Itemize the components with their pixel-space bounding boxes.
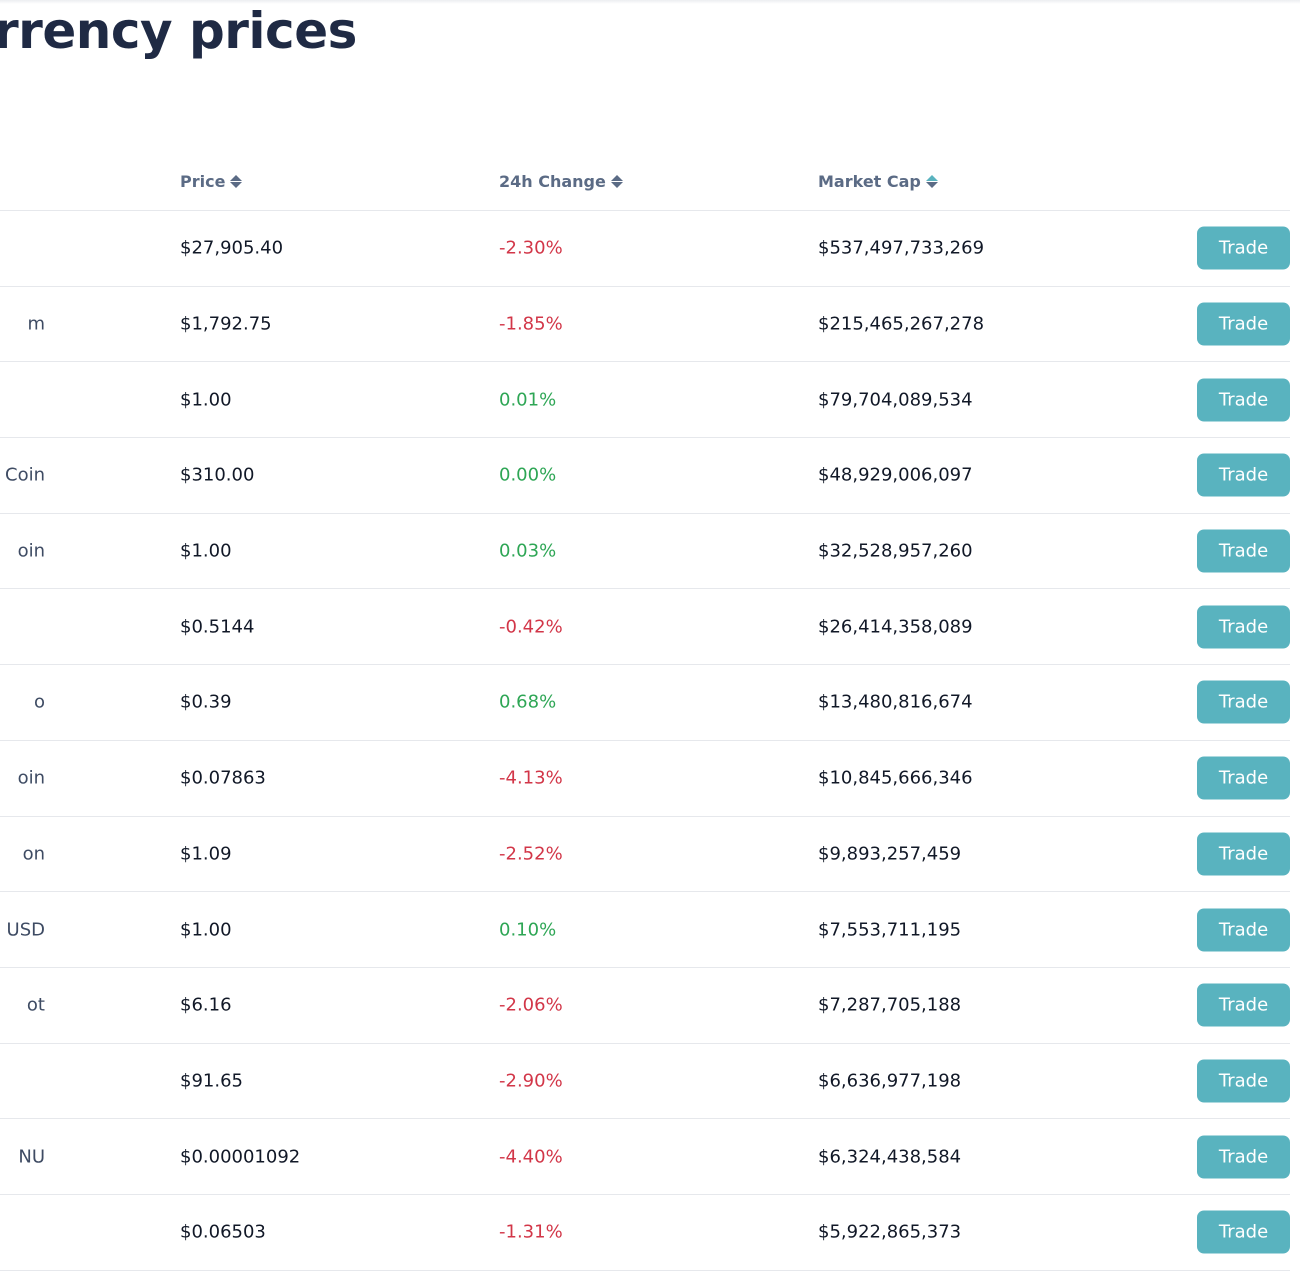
market-cap-cell: $6,636,977,198 xyxy=(818,1070,962,1092)
trade-button[interactable]: Trade xyxy=(1197,453,1290,497)
trade-button[interactable]: Trade xyxy=(1197,605,1290,649)
trade-button[interactable]: Trade xyxy=(1197,832,1290,876)
market-cap-cell: $13,480,816,674 xyxy=(818,691,973,713)
table-row: $27,905.40 -2.30% $537,497,733,269 Trade xyxy=(0,211,1290,287)
coin-name: on xyxy=(22,843,45,865)
coin-name: NU xyxy=(18,1146,45,1168)
sort-icon[interactable] xyxy=(610,175,623,188)
table-row: $0.5144 -0.42% $26,414,358,089 Trade xyxy=(0,589,1290,666)
price-cell: $0.5144 xyxy=(180,616,255,638)
market-cap-cell: $79,704,089,534 xyxy=(818,389,973,411)
market-cap-cell: $7,287,705,188 xyxy=(818,994,962,1016)
table-row: NU $0.00001092 -4.40% $6,324,438,584 Trade xyxy=(0,1119,1290,1195)
trade-button[interactable]: Trade xyxy=(1197,1135,1290,1179)
price-cell: $310.00 xyxy=(180,464,255,486)
table-row: $91.65 -2.90% $6,636,977,198 Trade xyxy=(0,1044,1290,1120)
market-cap-column-header[interactable]: Market Cap xyxy=(818,172,938,191)
prices-table: Price 24h Change Market Cap $27,905.40 -2… xyxy=(0,160,1290,1271)
coin-name: ce USD xyxy=(0,919,45,941)
table-row: ot $6.16 -2.06% $7,287,705,188 Trade xyxy=(0,968,1290,1044)
trade-button[interactable]: Trade xyxy=(1197,302,1290,346)
trade-button[interactable]: Trade xyxy=(1197,1059,1290,1103)
table-row: oin $0.07863 -4.13% $10,845,666,346 Trade xyxy=(0,741,1290,817)
market-cap-cell: $7,553,711,195 xyxy=(818,919,962,941)
coin-name: e Coin xyxy=(0,464,45,486)
page-title: rrency prices xyxy=(0,2,357,60)
sort-icon[interactable] xyxy=(925,175,938,188)
price-cell: $0.00001092 xyxy=(180,1146,301,1168)
price-column-header[interactable]: Price xyxy=(180,172,243,191)
table-row: o $0.39 0.68% $13,480,816,674 Trade xyxy=(0,665,1290,741)
price-cell: $0.07863 xyxy=(180,767,266,789)
table-body: $27,905.40 -2.30% $537,497,733,269 Trade m $1… xyxy=(0,211,1290,1271)
change-cell: 0.10% xyxy=(499,919,557,941)
change-cell: -4.40% xyxy=(499,1146,563,1168)
market-cap-cell: $215,465,267,278 xyxy=(818,313,985,335)
price-cell: $6.16 xyxy=(180,994,232,1016)
table-row: $1.00 0.01% $79,704,089,534 Trade xyxy=(0,362,1290,439)
price-cell: $0.39 xyxy=(180,691,232,713)
trade-button[interactable]: Trade xyxy=(1197,756,1290,800)
change-cell: 0.03% xyxy=(499,540,557,562)
coin-name: oin xyxy=(17,767,45,789)
change-column-header[interactable]: 24h Change xyxy=(499,172,623,191)
change-cell: -0.42% xyxy=(499,616,563,638)
change-cell: -2.06% xyxy=(499,994,563,1016)
market-cap-cell: $9,893,257,459 xyxy=(818,843,962,865)
trade-button[interactable]: Trade xyxy=(1197,1210,1290,1254)
market-cap-cell: $32,528,957,260 xyxy=(818,540,973,562)
price-column-label: Price xyxy=(180,172,226,191)
market-cap-cell: $537,497,733,269 xyxy=(818,237,985,259)
price-cell: $1.00 xyxy=(180,919,232,941)
price-cell: $1.00 xyxy=(180,389,232,411)
market-cap-cell: $10,845,666,346 xyxy=(818,767,973,789)
price-cell: $27,905.40 xyxy=(180,237,284,259)
change-cell: -1.31% xyxy=(499,1221,563,1243)
market-cap-cell: $6,324,438,584 xyxy=(818,1146,962,1168)
price-cell: $0.06503 xyxy=(180,1221,266,1243)
table-row: m $1,792.75 -1.85% $215,465,267,278 Trade xyxy=(0,287,1290,363)
change-cell: -4.13% xyxy=(499,767,563,789)
table-row: e Coin $310.00 0.00% $48,929,006,097 Trade xyxy=(0,438,1290,514)
change-cell: 0.68% xyxy=(499,691,557,713)
coin-name: m xyxy=(27,313,45,335)
change-cell: -2.52% xyxy=(499,843,563,865)
table-row: oin $1.00 0.03% $32,528,957,260 Trade xyxy=(0,514,1290,590)
change-column-label: 24h Change xyxy=(499,172,606,191)
market-cap-cell: $26,414,358,089 xyxy=(818,616,973,638)
price-cell: $91.65 xyxy=(180,1070,243,1092)
change-cell: 0.00% xyxy=(499,464,557,486)
change-cell: -2.30% xyxy=(499,237,563,259)
sort-icon[interactable] xyxy=(230,175,243,188)
price-cell: $1.00 xyxy=(180,540,232,562)
table-row: on $1.09 -2.52% $9,893,257,459 Trade xyxy=(0,817,1290,893)
trade-button[interactable]: Trade xyxy=(1197,226,1290,270)
market-cap-column-label: Market Cap xyxy=(818,172,921,191)
table-header: Price 24h Change Market Cap xyxy=(0,160,1290,211)
change-cell: -1.85% xyxy=(499,313,563,335)
coin-name: oin xyxy=(17,540,45,562)
market-cap-cell: $5,922,865,373 xyxy=(818,1221,962,1243)
change-cell: -2.90% xyxy=(499,1070,563,1092)
trade-button[interactable]: Trade xyxy=(1197,680,1290,724)
table-row: $0.06503 -1.31% $5,922,865,373 Trade xyxy=(0,1195,1290,1271)
coin-name: ot xyxy=(26,994,45,1016)
price-cell: $1.09 xyxy=(180,843,232,865)
market-cap-cell: $48,929,006,097 xyxy=(818,464,973,486)
trade-button[interactable]: Trade xyxy=(1197,983,1290,1027)
trade-button[interactable]: Trade xyxy=(1197,529,1290,573)
trade-button[interactable]: Trade xyxy=(1197,908,1290,952)
trade-button[interactable]: Trade xyxy=(1197,378,1290,422)
top-shadow xyxy=(0,0,1300,4)
change-cell: 0.01% xyxy=(499,389,557,411)
table-row: ce USD $1.00 0.10% $7,553,711,195 Trade xyxy=(0,892,1290,968)
price-cell: $1,792.75 xyxy=(180,313,272,335)
coin-name: o xyxy=(33,691,45,713)
